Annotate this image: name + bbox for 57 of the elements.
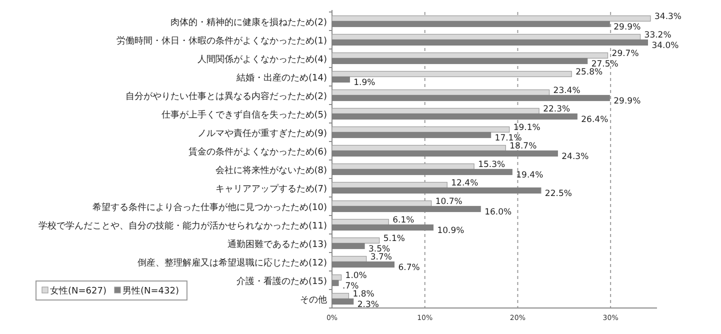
data-label: 27.5%	[591, 59, 618, 70]
data-label: 16.0%	[484, 207, 512, 218]
y-tick-label: 学校で学んだことや、自分の技能・能力が活かせられなかったため(11)	[38, 220, 327, 232]
bar	[332, 292, 350, 300]
y-tick-label: ノルマや責任が重すぎたため(9)	[197, 128, 327, 139]
y-tick-label: 自分がやりたい仕事とは異なる内容だったため(2)	[125, 90, 327, 102]
data-label: 34.0%	[652, 40, 679, 51]
data-label: 33.2%	[644, 30, 672, 40]
data-label: 22.3%	[543, 104, 570, 114]
data-label: 26.4%	[581, 114, 608, 125]
y-tick-label: 仕事が上手くできず自信を失ったため(5)	[161, 109, 327, 120]
y-tick-label: 会社に将来性がないため(8)	[215, 164, 327, 176]
bar	[332, 274, 342, 281]
data-label: 1.0%	[345, 270, 367, 281]
bar	[332, 237, 380, 244]
data-label: 17.1%	[494, 133, 522, 144]
legend-label: 男性(N=432)	[122, 286, 179, 296]
legend-label: 女性(N=627)	[50, 286, 106, 296]
y-tick-label: その他	[300, 294, 327, 306]
y-tick-label: 希望する条件により合った仕事が他に見つかったため(10)	[92, 202, 327, 213]
y-tick-label: 介護・看護のため(15)	[236, 276, 327, 287]
y-tick-label: 倒産、整理解雇又は希望退職に応じたため(12)	[138, 257, 327, 268]
data-label: 25.8%	[576, 67, 603, 78]
data-label: 10.7%	[435, 196, 462, 207]
y-tick-label: 賃金の条件がよくなかったため(6)	[188, 146, 327, 158]
data-label: 29.7%	[612, 48, 639, 59]
data-label: 24.3%	[562, 152, 589, 162]
bar	[332, 256, 367, 262]
data-label: 19.1%	[513, 122, 540, 133]
y-tick-label: キャリアアップするため(7)	[215, 183, 327, 194]
data-label: 34.3%	[654, 12, 682, 22]
data-label: 23.4%	[553, 86, 580, 96]
bar	[332, 89, 550, 96]
y-tick-label: 通勤困難であるため(13)	[228, 238, 327, 250]
data-label: 22.5%	[544, 188, 572, 199]
data-label: 1.9%	[354, 78, 376, 88]
data-label: 10.9%	[437, 226, 464, 236]
y-tick-label: 結婚・出産のため(14)	[236, 72, 327, 84]
data-label: 12.4%	[451, 178, 478, 188]
data-label: 18.7%	[510, 141, 537, 152]
bar	[332, 218, 389, 226]
y-tick-label: 肉体的・精神的に健康を損ねたため(2)	[170, 16, 327, 28]
data-label: 2.3%	[357, 300, 379, 310]
data-label: 29.9%	[614, 96, 641, 106]
data-label: 5.1%	[383, 234, 405, 244]
data-label: 6.7%	[398, 262, 420, 273]
data-label: 6.1%	[392, 215, 414, 226]
bar	[332, 108, 540, 114]
data-label: 3.7%	[370, 252, 392, 262]
data-label: 3.5%	[368, 244, 390, 254]
y-tick-label: 人間関係がよくなかったため(4)	[197, 54, 327, 65]
y-tick-label: 労働時間・休日・休暇の条件がよくなかったため(1)	[116, 35, 327, 46]
data-label: 1.8%	[352, 289, 374, 300]
data-label: 29.9%	[614, 22, 641, 32]
data-label: 15.3%	[478, 160, 506, 170]
data-label: .7%	[342, 281, 359, 292]
data-label: 19.4%	[516, 170, 544, 180]
